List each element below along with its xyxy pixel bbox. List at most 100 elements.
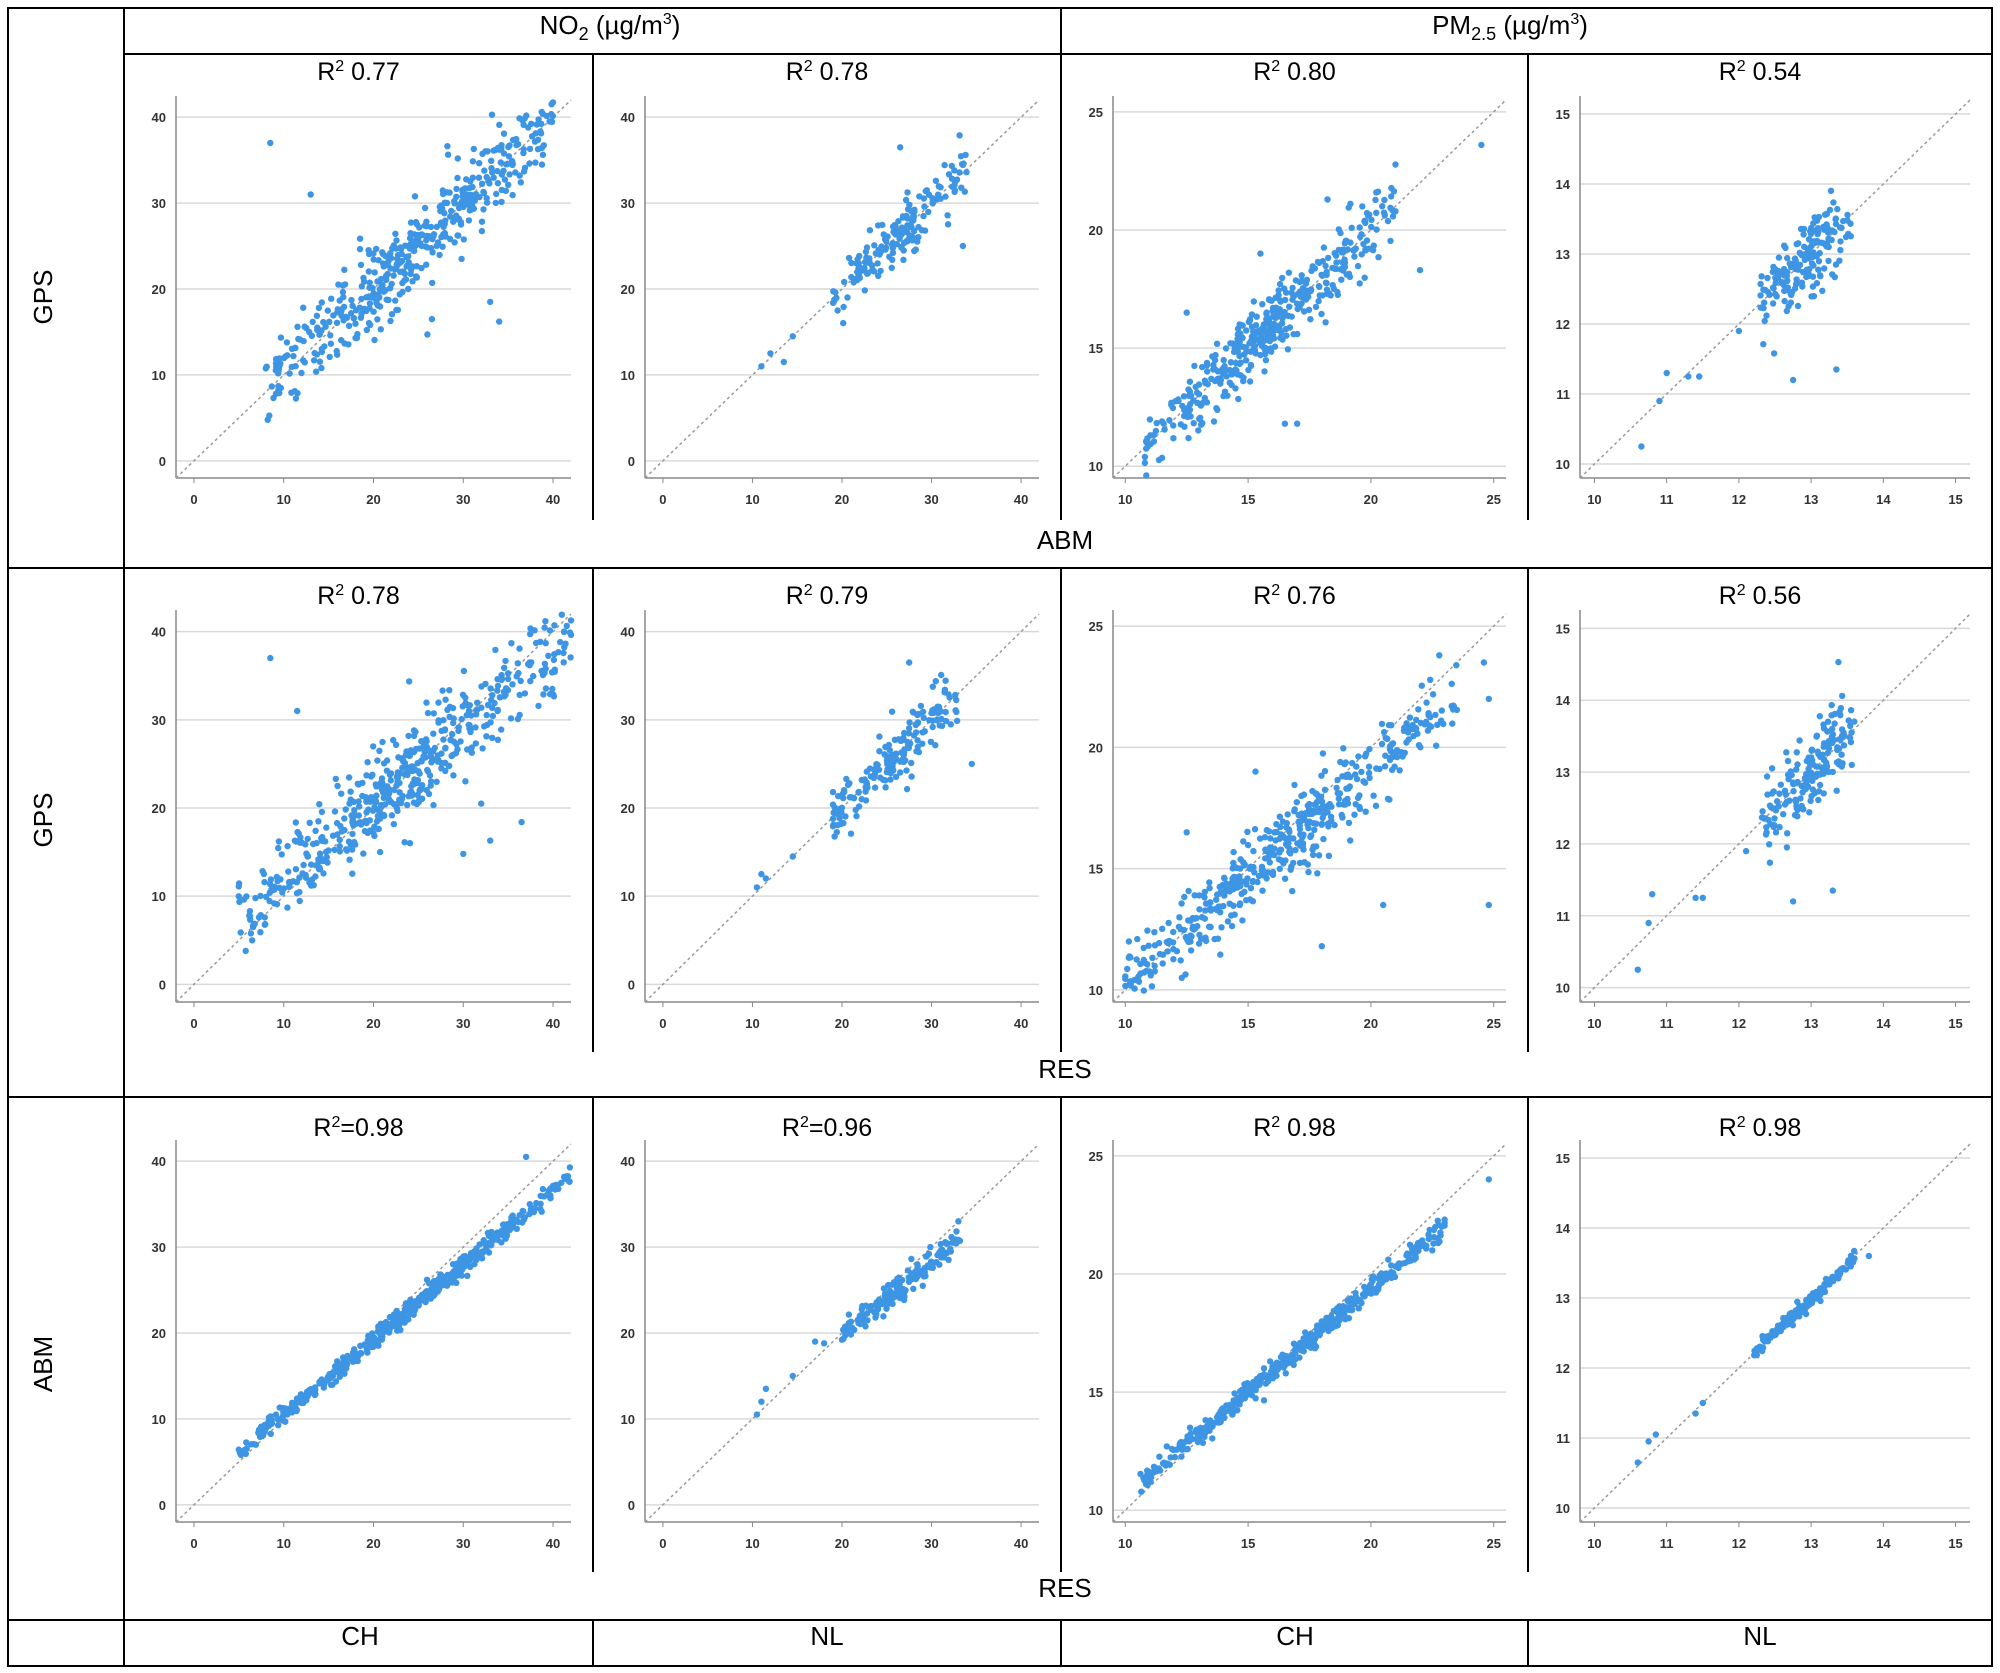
data-point [1221, 874, 1228, 881]
data-point [504, 675, 512, 683]
data-point [490, 174, 497, 181]
data-point [301, 359, 308, 366]
data-point [888, 708, 896, 715]
y-tick-label: 10 [152, 368, 166, 383]
data-point [1308, 1336, 1315, 1344]
y-tick-label: 40 [621, 1154, 635, 1169]
data-point [1845, 230, 1852, 238]
data-point [1824, 718, 1832, 725]
data-point [1159, 960, 1166, 967]
data-point [1183, 309, 1190, 316]
data-point [360, 850, 367, 857]
data-point [1817, 753, 1824, 760]
data-point [327, 332, 334, 339]
data-point [932, 742, 939, 749]
data-point [1175, 396, 1182, 403]
data-point [460, 1253, 467, 1260]
data-point [369, 1330, 376, 1337]
data-point [1336, 790, 1344, 797]
data-point [440, 717, 447, 724]
data-point [373, 1337, 380, 1344]
data-point [1347, 200, 1354, 207]
data-point [753, 884, 761, 891]
data-point [458, 1264, 465, 1271]
data-point [1250, 328, 1257, 335]
data-point [1810, 293, 1818, 300]
data-point [1822, 1275, 1830, 1283]
y-tick-label: 20 [152, 1326, 166, 1341]
y-tick-label: 30 [621, 1240, 635, 1255]
data-point [1321, 786, 1329, 793]
data-point [1147, 432, 1154, 439]
data-point [372, 781, 379, 788]
panel-title: R2 0.79 [786, 582, 869, 610]
data-point [942, 677, 949, 684]
data-point [521, 1214, 528, 1221]
data-point [1281, 420, 1289, 427]
data-point [942, 708, 949, 716]
data-point [460, 667, 468, 675]
data-point [1832, 220, 1840, 228]
panel-title: R2 0.76 [1253, 582, 1336, 610]
data-point [923, 1252, 930, 1260]
data-point [532, 159, 539, 166]
data-point [1323, 279, 1330, 287]
data-point [384, 260, 391, 267]
data-point [430, 233, 437, 240]
data-point [1793, 805, 1801, 812]
data-point [1214, 891, 1221, 898]
data-point [1794, 302, 1802, 310]
data-point [1337, 266, 1344, 273]
data-point [1649, 891, 1656, 898]
data-point [243, 1439, 250, 1446]
data-point [1436, 652, 1443, 659]
data-point [326, 353, 333, 361]
data-point [324, 307, 331, 314]
data-point [1216, 1411, 1223, 1419]
data-point [1388, 740, 1396, 748]
data-point [1187, 1430, 1194, 1437]
data-point [440, 231, 447, 238]
data-point [310, 882, 317, 889]
data-point [409, 763, 416, 770]
data-point [1293, 799, 1301, 806]
data-point [1355, 753, 1362, 760]
data-point [842, 813, 849, 820]
identity-line [175, 1143, 572, 1523]
data-point [472, 724, 479, 731]
data-point [1356, 803, 1363, 811]
data-point [1281, 875, 1289, 882]
data-point [1340, 745, 1347, 752]
data-point [386, 771, 394, 778]
data-point [1764, 288, 1772, 296]
data-point [832, 289, 839, 296]
data-point [383, 296, 390, 303]
data-point [413, 274, 421, 281]
data-point [440, 223, 447, 231]
data-point [1244, 828, 1251, 835]
data-point [1341, 797, 1349, 805]
data-point [914, 1267, 921, 1275]
data-point [527, 630, 534, 638]
data-point [1285, 269, 1293, 276]
data-point [1300, 308, 1308, 315]
data-point [1294, 330, 1301, 338]
data-point [558, 1179, 565, 1187]
data-point [1219, 368, 1227, 375]
x-tick-label: 20 [835, 492, 849, 507]
data-point [876, 748, 883, 755]
data-point [1210, 418, 1218, 425]
data-point [371, 336, 378, 344]
x-tick-label: 20 [835, 1536, 849, 1551]
data-point [496, 318, 503, 325]
y-tick-label: 20 [1089, 740, 1103, 755]
data-point [538, 1208, 545, 1215]
data-point [1410, 732, 1417, 740]
data-point [547, 1195, 554, 1202]
data-point [1137, 970, 1144, 977]
data-point [1323, 286, 1331, 293]
data-point [440, 736, 447, 743]
data-point [368, 1337, 375, 1345]
data-point [379, 738, 386, 746]
data-point [288, 345, 296, 352]
